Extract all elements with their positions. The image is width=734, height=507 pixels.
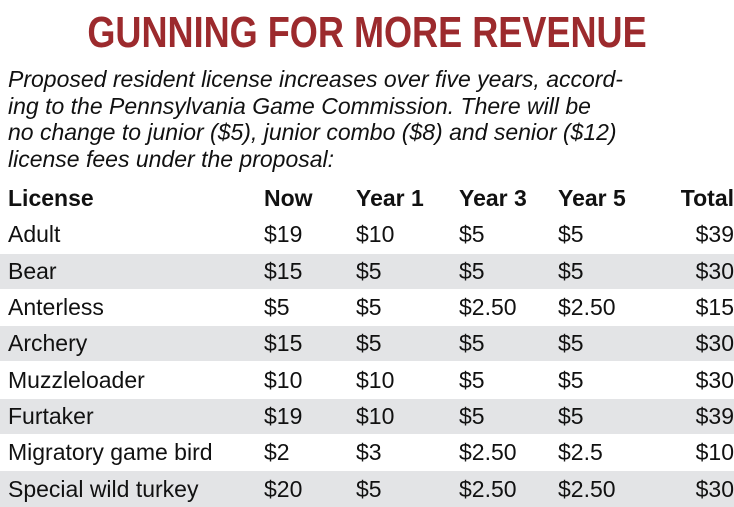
cell-year-5: $2.5 — [558, 434, 654, 471]
cell-now: $20 — [264, 470, 356, 507]
table-row: Anterless $5 $5 $2.50 $2.50 $15 — [0, 288, 734, 326]
cell-license: Adult — [0, 216, 264, 254]
column-header-year-1: Year 1 — [356, 185, 424, 212]
cell-license: Muzzleloader — [0, 361, 264, 399]
column-header-now: Now — [264, 185, 313, 212]
cell-year-3: $2.50 — [459, 288, 558, 326]
cell-year-5: $5 — [558, 325, 654, 362]
cell-year-1: $5 — [356, 470, 459, 507]
column-header-year-5: Year 5 — [558, 185, 626, 212]
cell-year-1: $10 — [356, 216, 459, 254]
table-row: Adult $19 $10 $5 $5 $39 — [0, 216, 734, 254]
cell-year-5: $5 — [558, 216, 654, 254]
cell-year-3: $5 — [459, 216, 558, 254]
cell-total: $15 — [654, 288, 734, 326]
cell-year-5: $5 — [558, 397, 654, 435]
table-row: Migratory game bird $2 $3 $2.50 $2.5 $10 — [0, 434, 734, 471]
table-row: Archery $15 $5 $5 $5 $30 — [0, 325, 734, 362]
cell-total: $30 — [654, 361, 734, 399]
cell-total: $39 — [654, 397, 734, 435]
cell-year-1: $5 — [356, 288, 459, 326]
intro-line: license fees under the proposal: — [8, 145, 335, 172]
cell-year-5: $2.50 — [558, 288, 654, 326]
cell-total: $30 — [654, 470, 734, 507]
cell-license: Migratory game bird — [0, 434, 264, 471]
table-row: Special wild turkey $20 $5 $2.50 $2.50 $… — [0, 470, 734, 507]
cell-total: $30 — [654, 325, 734, 362]
column-header-total: Total — [680, 185, 734, 212]
cell-license: Anterless — [0, 288, 264, 326]
cell-now: $15 — [264, 325, 356, 362]
column-header-license: License — [8, 185, 94, 212]
intro-line: no change to junior ($5), junior combo (… — [8, 119, 617, 145]
cell-now: $5 — [264, 288, 356, 326]
cell-total: $30 — [654, 252, 734, 290]
table-header-row: License Now Year 1 Year 3 Year 5 Total — [0, 181, 734, 217]
cell-now: $10 — [264, 361, 356, 399]
cell-year-1: $10 — [356, 397, 459, 435]
cell-year-1: $5 — [356, 325, 459, 362]
headline: GUNNING FOR MORE REVENUE — [87, 8, 647, 57]
cell-now: $19 — [264, 397, 356, 435]
cell-total: $10 — [654, 434, 734, 471]
cell-year-1: $10 — [356, 361, 459, 399]
intro-line: Proposed resident license increases over… — [8, 66, 623, 92]
cell-year-1: $3 — [356, 434, 459, 471]
intro-line: ing to the Pennsylvania Game Commission.… — [8, 92, 591, 119]
table-row: Furtaker $19 $10 $5 $5 $39 — [0, 397, 734, 435]
cell-license: Special wild turkey — [0, 470, 264, 507]
cell-license: Archery — [0, 325, 264, 362]
cell-year-3: $5 — [459, 325, 558, 362]
cell-year-5: $5 — [558, 361, 654, 399]
cell-year-5: $5 — [558, 252, 654, 290]
cell-now: $2 — [264, 434, 356, 471]
cell-year-3: $5 — [459, 252, 558, 290]
cell-now: $15 — [264, 252, 356, 290]
license-fee-table: License Now Year 1 Year 3 Year 5 Total A… — [0, 181, 734, 507]
table-row: Bear $15 $5 $5 $5 $30 — [0, 252, 734, 290]
cell-year-1: $5 — [356, 252, 459, 290]
column-header-year-3: Year 3 — [459, 185, 527, 212]
intro-text: Proposed resident license increases over… — [8, 66, 728, 172]
cell-year-3: $2.50 — [459, 470, 558, 507]
cell-year-3: $5 — [459, 397, 558, 435]
cell-total: $39 — [654, 216, 734, 254]
cell-now: $19 — [264, 216, 356, 254]
cell-year-3: $2.50 — [459, 434, 558, 471]
cell-year-3: $5 — [459, 361, 558, 399]
table-row: Muzzleloader $10 $10 $5 $5 $30 — [0, 361, 734, 399]
cell-license: Furtaker — [0, 397, 264, 435]
cell-year-5: $2.50 — [558, 470, 654, 507]
cell-license: Bear — [0, 252, 264, 290]
